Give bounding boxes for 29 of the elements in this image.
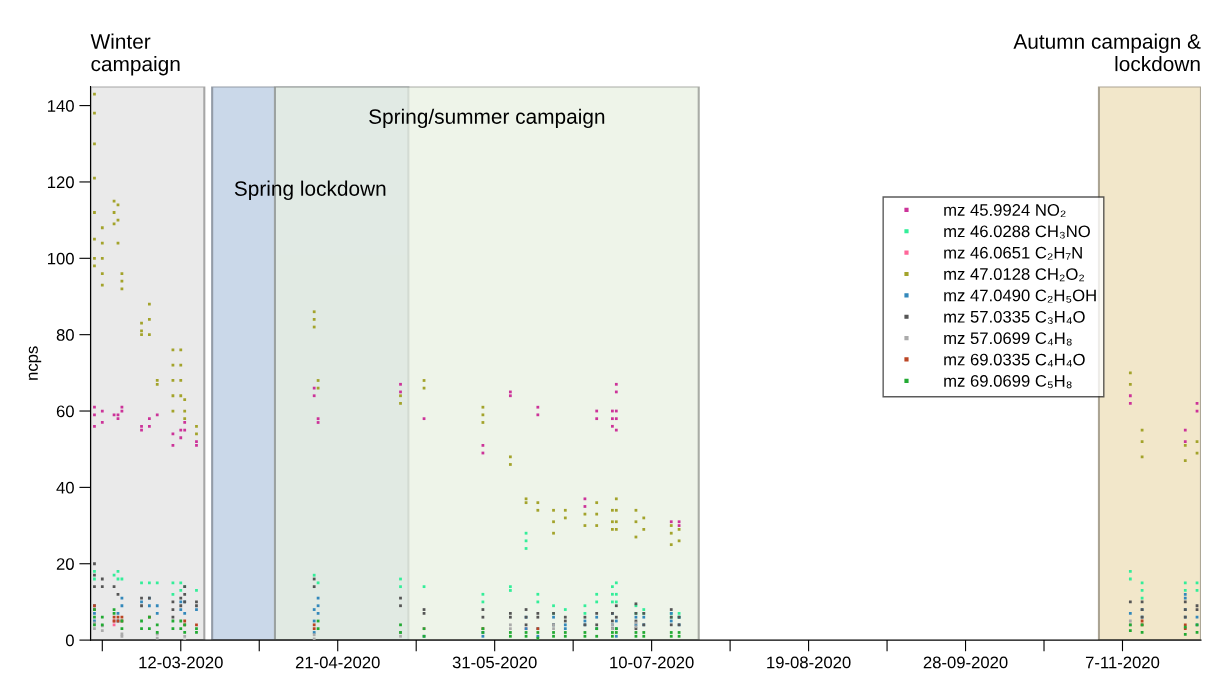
legend-label: mz 46.0651 C₂H₇N [944,246,1082,260]
y-tick-label: 0 [65,634,74,647]
legend-label: mz 69.0699 C₅H₈ [944,375,1072,389]
legend-label: mz 45.9924 NO₂ [944,204,1066,218]
y-axis-title: ncps [28,346,42,380]
x-tick-label: 7-11-2020 [1085,656,1160,669]
band-label: Winter campaign [90,33,180,76]
y-tick-label: 140 [48,99,74,112]
y-tick-label: 20 [56,558,74,570]
y-tick-label: 100 [48,252,74,265]
legend-label: mz 57.0335 C₃H₄O [944,310,1085,325]
band-label: Spring lockdown [234,180,386,201]
x-tick-label: 10-07-2020 [610,656,694,669]
x-tick-label: 21-04-2020 [295,656,380,669]
y-tick-label: 80 [56,329,74,341]
legend-label: mz 69.0335 C₄H₄O [944,353,1085,367]
x-tick-label: 12-03-2020 [139,656,223,669]
x-tick-label: 19-08-2020 [767,656,851,669]
band-label: Spring/summer campaign [369,108,605,129]
band-label: Autumn campaign & lockdown [1013,33,1201,72]
legend-label: mz 47.0490 C₂H₅OH [944,289,1096,303]
legend-label: mz 46.0288 CH₃NO [944,225,1090,239]
y-tick-label: 40 [56,481,74,494]
y-tick-label: 120 [48,176,74,189]
y-tick-label: 60 [56,405,74,418]
legend-label: mz 57.0699 C₄H₈ [944,332,1072,346]
legend-label: mz 47.0128 CH₂O₂ [944,268,1085,282]
x-tick-label: 28-09-2020 [923,656,1008,669]
x-tick-label: 31-05-2020 [452,656,537,669]
